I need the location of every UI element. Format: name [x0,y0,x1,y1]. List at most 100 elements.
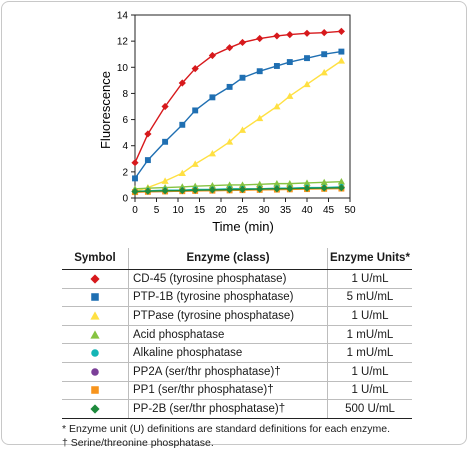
enzyme-cell: PP-2B (ser/thr phosphatase)† [128,399,328,419]
data-point [320,184,328,192]
data-point [192,107,199,114]
table-row: CD-45 (tyrosine phosphatase) 1 U/mL [62,269,412,289]
series-ptpase [131,57,345,195]
data-point [303,184,311,192]
enzyme-cell: Alkaline phosphatase [128,343,328,363]
chart-axes: 0 5 10 15 20 25 30 35 40 45 50 0 2 4 6 8 10 12 14 [117,11,356,217]
x-tick-label: 30 [258,205,270,216]
diamond-marker-icon [90,404,100,414]
data-point [208,149,216,157]
x-tick-label: 15 [194,205,206,216]
data-point [286,59,293,66]
table-row: Alkaline phosphatase 1 mU/mL [62,343,412,363]
data-point [226,138,234,145]
data-point [320,29,328,37]
data-point [179,121,186,128]
footnote-ser-thr: † Serine/threonine phosphatase. [62,436,214,449]
table-row: PP1 (ser/thr phosphatase)† 1 U/mL [62,381,412,401]
units-cell: 1 U/mL [327,381,412,401]
y-tick-label: 10 [117,63,129,74]
symbol-cell [62,362,129,382]
series-line [134,180,342,190]
y-tick-label: 14 [117,11,129,22]
series-line [134,50,342,179]
data-point [273,185,281,193]
data-point [303,80,311,88]
data-point [338,48,345,55]
data-point [273,102,281,110]
data-point [161,187,169,195]
x-tick-label: 25 [237,205,249,216]
data-point [273,63,280,69]
symbol-cell [62,288,129,308]
diamond-marker-icon [90,274,100,284]
legend-marker [90,329,100,339]
units-cell: 1 U/mL [327,362,412,382]
circle-marker-icon [91,367,99,376]
data-point [273,32,281,40]
data-point [256,34,264,43]
enzyme-cell: PTPase (tyrosine phosphatase) [128,306,328,326]
x-tick-label: 40 [301,205,313,216]
x-tick-label: 50 [344,205,356,216]
data-point [304,55,310,62]
data-point [256,185,264,193]
symbol-cell [62,269,129,289]
data-point [161,102,169,111]
data-point [178,169,186,177]
units-cell: 1 mU/mL [327,343,412,363]
header-enzyme: Enzyme (class) [128,248,328,270]
table-row: PTP-1B (tyrosine phosphatase) 5 mU/mL [62,288,412,308]
data-point [273,180,281,187]
enzyme-cell: Acid phosphatase [128,325,328,345]
header-symbol: Symbol [62,248,129,270]
legend-marker [90,311,100,320]
series-ptp-1b [132,48,345,182]
header-units: Enzyme Units* [327,248,412,270]
square-marker-icon [91,293,99,302]
data-point [144,187,152,195]
data-point [144,130,152,138]
units-cell: 1 U/mL [327,306,412,326]
data-point [303,29,311,37]
data-point [178,186,186,195]
enzyme-cell: CD-45 (tyrosine phosphatase) [128,269,328,289]
enzyme-cell: PP2A (ser/thr phosphatase)† [128,362,328,382]
legend-marker [91,293,99,302]
data-point [321,51,328,58]
data-point [208,181,216,189]
data-point [131,187,139,196]
data-point [208,186,216,194]
data-point [286,184,294,193]
data-point [238,126,247,133]
data-point [337,27,345,35]
symbol-cell [62,325,129,345]
data-point [144,157,151,164]
enzyme-cell: PTP-1B (tyrosine phosphatase) [128,288,328,308]
data-point [256,114,264,122]
data-point [131,159,139,167]
series-pp-2b [131,184,345,196]
data-point [256,180,264,188]
x-tick-label: 10 [172,205,184,216]
symbol-cell [62,381,129,401]
data-point [286,180,294,187]
data-point [303,179,311,186]
data-point [238,185,247,193]
fluorescence-chart: 0 5 10 15 20 25 30 35 40 45 50 0 2 4 6 8 10 12 14 Time (mi… [98,11,356,235]
legend-marker [91,367,99,376]
enzyme-cell: PP1 (ser/thr phosphatase)† [128,381,328,401]
x-tick-label: 35 [280,205,292,216]
table-header-row: Symbol Enzyme (class) Enzyme Units* [62,248,412,270]
x-tick-label: 5 [154,205,160,216]
footnote-enzyme-unit: * Enzyme unit (U) definitions are standa… [62,422,390,435]
data-point [161,177,169,184]
data-point [320,178,328,186]
series-cd-45 [131,27,345,167]
units-cell: 1 mU/mL [327,325,412,345]
table-row: PP2A (ser/thr phosphatase)† 1 U/mL [62,362,412,382]
legend-table-container: Symbol Enzyme (class) Enzyme Units* CD-4… [62,248,412,450]
table-row: PP-2B (ser/thr phosphatase)† 500 U/mL [62,399,412,419]
data-point [208,51,216,60]
enzyme-legend-table: Symbol Enzyme (class) Enzyme Units* CD-4… [62,248,412,419]
